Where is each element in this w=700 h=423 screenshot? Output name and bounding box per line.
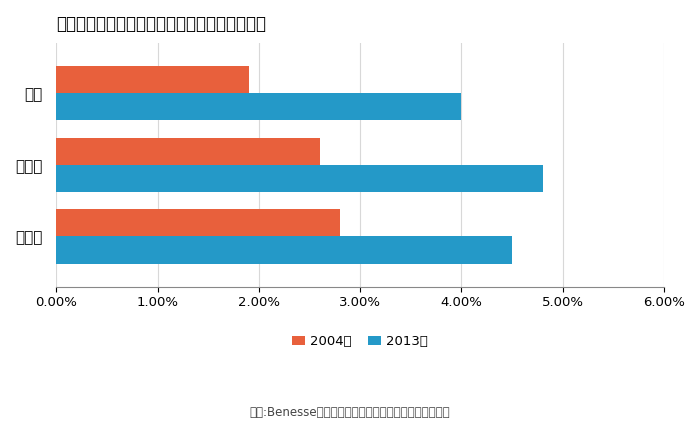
Bar <box>56 137 320 165</box>
Bar <box>56 165 542 192</box>
Bar <box>56 93 461 120</box>
Legend: 2004年, 2013年: 2004年, 2013年 <box>287 330 433 353</box>
Bar <box>56 209 340 236</box>
Text: 公立学校対象食物アレルギーのある子供の割合: 公立学校対象食物アレルギーのある子供の割合 <box>56 15 266 33</box>
Bar <box>56 236 512 264</box>
Text: 出展:Benesse教育情報サイト提供文部科学省の調査結果: 出展:Benesse教育情報サイト提供文部科学省の調査結果 <box>250 406 450 419</box>
Bar <box>56 66 248 93</box>
